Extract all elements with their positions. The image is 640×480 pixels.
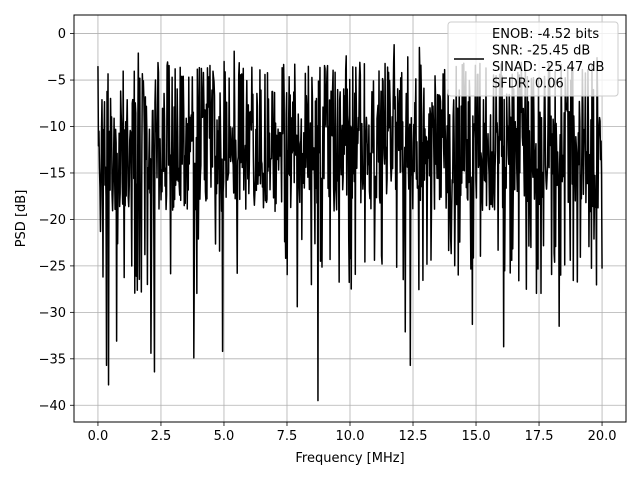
y-tick-label: −25 — [39, 259, 66, 274]
x-tick-label: 7.5 — [277, 429, 298, 444]
y-tick-label: −5 — [47, 74, 66, 89]
x-tick-label: 20.0 — [588, 429, 617, 444]
y-tick-label: 0 — [58, 27, 66, 42]
y-tick-label: −10 — [39, 120, 66, 135]
x-tick-label: 2.5 — [151, 429, 172, 444]
x-tick-label: 0.0 — [88, 429, 109, 444]
y-tick-label: −15 — [39, 166, 66, 181]
legend-line: SNR: -25.45 dB — [492, 44, 590, 59]
legend-entry-label: ENOB: -4.52 bits SNR: -25.45 dB SINAD: -25… — [492, 27, 604, 92]
y-axis-label: PSD [dB] — [14, 190, 29, 248]
y-tick-label: −35 — [39, 352, 66, 367]
x-axis-label: Frequency [MHz] — [295, 451, 404, 466]
y-tick-label: −20 — [39, 213, 66, 228]
legend-line: ENOB: -4.52 bits — [492, 27, 599, 42]
legend-box — [447, 21, 619, 97]
y-axis: 0 −5 −10 −15 −20 −25 −30 −35 −40 — [39, 27, 74, 414]
x-tick-label: 12.5 — [399, 429, 428, 444]
legend-line: SINAD: -25.47 dB — [492, 60, 604, 75]
x-tick-label: 10.0 — [336, 429, 365, 444]
y-tick-label: −30 — [39, 306, 66, 321]
x-axis: 0.0 2.5 5.0 7.5 10.0 12.5 15.0 17.5 20.0 — [88, 422, 617, 444]
legend-line: SFDR: 0.06 — [492, 77, 564, 92]
x-tick-label: 17.5 — [525, 429, 554, 444]
x-tick-label: 5.0 — [214, 429, 235, 444]
legend: ENOB: -4.52 bits SNR: -25.45 dB SINAD: -25… — [447, 21, 619, 97]
x-tick-label: 15.0 — [462, 429, 491, 444]
y-tick-label: −40 — [39, 399, 66, 414]
